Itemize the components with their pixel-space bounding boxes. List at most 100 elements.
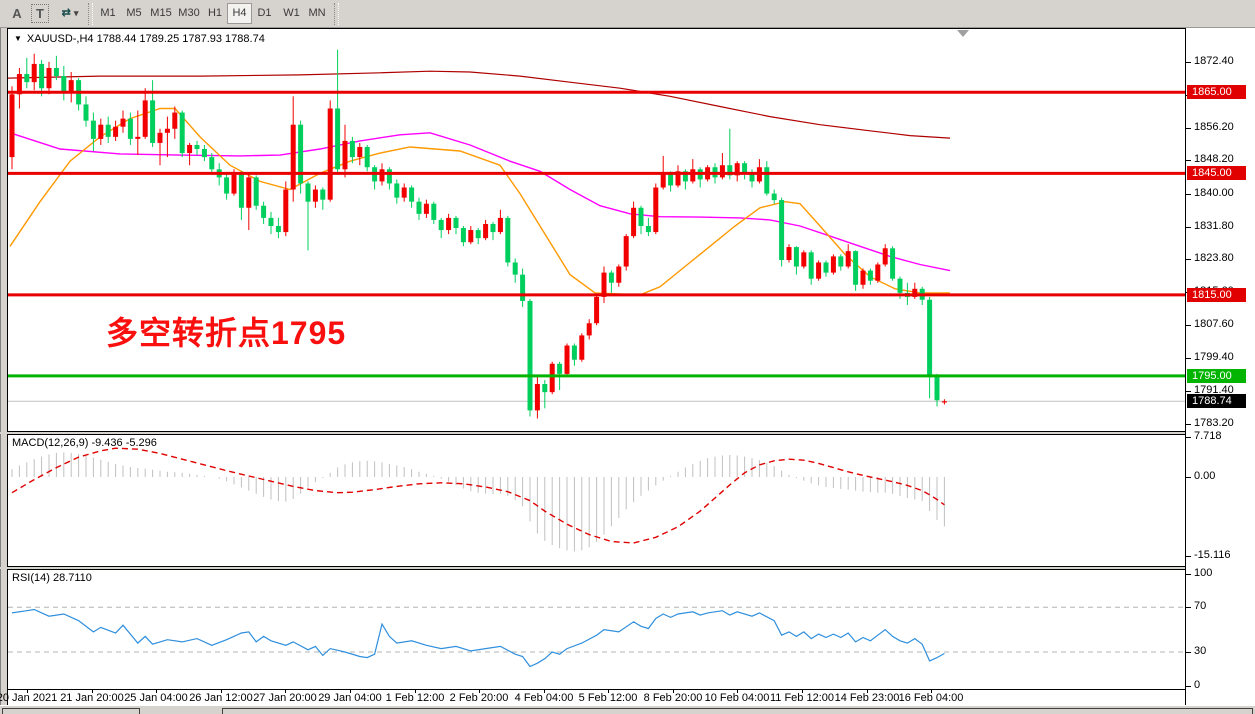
time-tick-mark [27, 689, 28, 693]
macd-tick-label: 7.718 [1194, 429, 1222, 442]
time-tick-mark [931, 689, 932, 693]
timeframe-button-mn[interactable]: MN [308, 7, 326, 19]
candle-body [275, 226, 281, 233]
price-tick-mark [1186, 390, 1191, 392]
candle-body [320, 189, 326, 200]
timeframe-button-m1[interactable]: M1 [100, 7, 116, 19]
timeframe-button-m15[interactable]: M15 [150, 7, 172, 19]
candle-body [98, 124, 104, 139]
candle-body [335, 108, 341, 170]
price-tick-label: 1823.80 [1194, 252, 1234, 265]
rsi-tick-mark [1186, 607, 1191, 609]
time-tick-mark [544, 689, 545, 693]
dock-panel-edge [2, 708, 140, 714]
timeframe-button-m5[interactable]: M5 [126, 7, 142, 19]
candle-body [742, 163, 748, 174]
candle-body [941, 401, 947, 403]
rsi-tick-mark [1186, 685, 1191, 687]
pane-splitter[interactable] [0, 432, 1255, 434]
candle-body [675, 171, 681, 186]
candle-body [357, 146, 363, 158]
chart-title: ▼ XAUUSD-,H4 1788.44 1789.25 1787.93 1788… [14, 33, 265, 45]
candle-body [135, 136, 141, 139]
candle-body [520, 274, 526, 301]
candle-body [830, 256, 836, 273]
chart-title-text: XAUUSD-,H4 1788.44 1789.25 1787.93 1788.… [26, 33, 265, 45]
bottom-dock-strip [0, 705, 1255, 714]
candle-body [505, 217, 511, 263]
candle-body [616, 266, 622, 283]
timeframe-button-d1[interactable]: D1 [257, 7, 272, 19]
candle-body [142, 100, 148, 137]
timeframe-button-h4[interactable]: H4 [227, 3, 252, 24]
candle-body [298, 124, 304, 184]
time-axis-label: 21 Jan 20:00 [60, 692, 124, 704]
price-tick-label: 1791.40 [1194, 383, 1234, 396]
candle-body [749, 173, 755, 182]
candle-body [453, 217, 459, 229]
candle-body [875, 264, 881, 281]
candle-body [305, 183, 311, 202]
timeframe-button-h1[interactable]: H1 [207, 7, 223, 19]
symbol-dropdown-icon[interactable]: ▼ [14, 34, 22, 43]
macd-label: MACD(12,26,9) -9.436 -5.296 [12, 437, 157, 449]
timeframe-button-w1[interactable]: W1 [283, 7, 300, 19]
chevron-down-icon: ▾ [73, 8, 79, 18]
candle-body [564, 345, 570, 374]
candle-body [187, 144, 193, 154]
main-pane-background [8, 29, 1185, 431]
candle-body [668, 174, 674, 186]
cursor-tool-icon[interactable]: A [12, 6, 22, 21]
candle-body [157, 132, 163, 143]
candle-body [164, 128, 170, 133]
candle-body [201, 149, 207, 158]
macd-signal-line [11, 447, 945, 544]
candle-body [823, 262, 829, 273]
text-tool-icon[interactable]: T [31, 4, 49, 23]
time-tick-mark [867, 689, 868, 693]
macd-tick-mark [1186, 477, 1191, 478]
price-tick-mark [1186, 160, 1191, 162]
macd-tick-mark [1186, 556, 1191, 558]
rsi-indicator-canvas[interactable] [8, 570, 1185, 689]
macd-tick-label: 0.00 [1194, 470, 1216, 482]
time-axis[interactable]: 20 Jan 2021 21 Jan 20:00 25 Jan 04:00 26 Ja… [0, 689, 1185, 705]
candle-body [801, 252, 807, 267]
price-tick-label: 1807.60 [1194, 317, 1234, 330]
candle-body [224, 177, 230, 194]
candle-body [46, 67, 52, 89]
candle-body [527, 300, 533, 411]
price-tick-mark [1186, 62, 1191, 64]
price-tick-label: 1783.20 [1194, 416, 1234, 429]
candle-body [534, 384, 540, 411]
price-axis[interactable]: 1872.401864.401856.201848.201840.001831.… [1185, 28, 1255, 705]
chart-shift-marker-icon [957, 30, 969, 37]
candle-body [127, 118, 133, 139]
candle-body [446, 217, 452, 231]
candle-body [912, 288, 918, 297]
main-chart-canvas[interactable] [8, 29, 1185, 431]
arrows-dropdown-icon[interactable]: ⇄ ▾ [55, 4, 85, 23]
candle-body [172, 112, 178, 129]
price-tick-mark [1186, 226, 1191, 228]
pane-splitter[interactable] [0, 567, 1255, 569]
candle-body [927, 299, 933, 378]
candle-body [416, 201, 422, 214]
candle-body [734, 163, 740, 176]
time-axis-label: 10 Feb 04:00 [704, 692, 770, 704]
price-tag-1788-74: 1788.74 [1187, 394, 1246, 409]
time-tick-mark [802, 689, 803, 693]
pane-divider-line [7, 434, 1185, 435]
candle-body [364, 146, 370, 168]
price-tag-1865-00: 1865.00 [1187, 85, 1246, 100]
macd-indicator-canvas[interactable] [8, 435, 1185, 566]
candle-body [238, 173, 244, 208]
timeframe-button-m30[interactable]: M30 [178, 7, 200, 19]
time-tick-mark [285, 689, 286, 693]
price-tick-mark [1186, 358, 1191, 360]
candle-body [31, 63, 37, 83]
time-axis-label: 14 Feb 23:00 [834, 692, 900, 704]
rsi-pane-background [8, 570, 1185, 689]
pane-divider-line [7, 431, 1185, 432]
candle-body [490, 223, 496, 233]
